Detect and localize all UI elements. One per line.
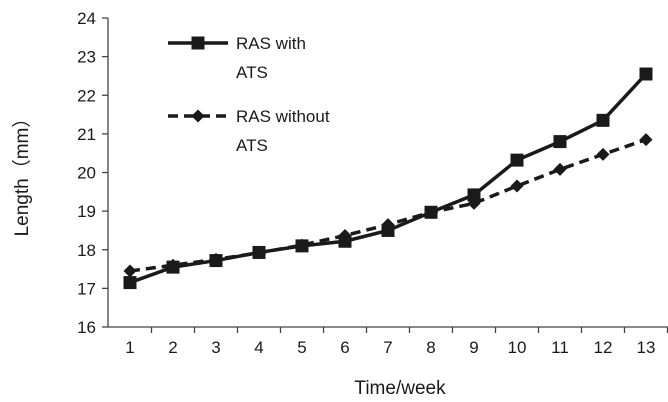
- legend-item: RAS without ATS: [168, 107, 330, 155]
- legend-marker-square: [191, 36, 205, 50]
- data-point-square: [381, 223, 395, 237]
- data-point-square: [510, 153, 524, 167]
- series-line: [129, 72, 648, 285]
- data-point-square: [252, 245, 266, 259]
- series-ras-without-ats: [123, 133, 653, 278]
- data-point-square: [295, 239, 309, 253]
- legend-label: ATS: [236, 63, 268, 82]
- data-point-square: [639, 67, 653, 81]
- x-tick-label: 1: [125, 338, 134, 357]
- data-point-square: [123, 276, 137, 290]
- x-tick-label: 2: [168, 338, 177, 357]
- data-point-square: [338, 234, 352, 248]
- data-point-square: [424, 205, 438, 219]
- x-tick-label: 10: [508, 338, 527, 357]
- y-tick-label: 16: [77, 318, 96, 337]
- x-tick-label: 11: [551, 338, 569, 357]
- y-tick-label: 21: [77, 125, 96, 144]
- y-tick-label: 19: [77, 202, 96, 221]
- y-axis-title: Length（mm）: [11, 109, 33, 237]
- x-tick-label: 12: [594, 338, 613, 357]
- data-point-square: [553, 135, 567, 149]
- y-tick-label: 23: [77, 48, 96, 67]
- x-tick-label: 6: [340, 338, 349, 357]
- data-point-square: [467, 188, 481, 202]
- x-tick-label: 4: [254, 338, 263, 357]
- legend-label: ATS: [236, 136, 268, 155]
- x-tick-label: 9: [469, 338, 478, 357]
- data-point-diamond: [510, 179, 524, 193]
- legend-label: RAS without: [236, 107, 330, 126]
- y-tick-label: 18: [77, 241, 96, 260]
- x-tick-label: 5: [297, 338, 306, 357]
- x-tick-label: 3: [211, 338, 220, 357]
- legend-marker-diamond: [191, 109, 205, 123]
- chart-legend: RAS with ATS RAS without ATS: [168, 34, 330, 155]
- data-point-square: [209, 254, 223, 268]
- data-point-diamond: [553, 162, 567, 176]
- legend-item: RAS with ATS: [168, 34, 306, 82]
- y-tick-label: 17: [77, 279, 96, 298]
- data-point-square: [596, 113, 610, 127]
- chart-series-layer: [123, 67, 653, 290]
- data-point-diamond: [123, 264, 137, 278]
- x-tick-label: 13: [637, 338, 656, 357]
- y-tick-label: 24: [77, 9, 96, 28]
- data-point-diamond: [596, 147, 610, 161]
- legend-label: RAS with: [236, 34, 306, 53]
- data-point-diamond: [639, 133, 653, 147]
- x-tick-label: 7: [383, 338, 392, 357]
- x-tick-label: 8: [426, 338, 435, 357]
- y-tick-label: 22: [77, 86, 96, 105]
- x-axis-title: Time/week: [354, 378, 446, 399]
- data-point-square: [166, 260, 180, 274]
- y-tick-label: 20: [77, 164, 96, 183]
- series-ras-with-ats: [123, 67, 653, 290]
- series-line: [129, 138, 647, 273]
